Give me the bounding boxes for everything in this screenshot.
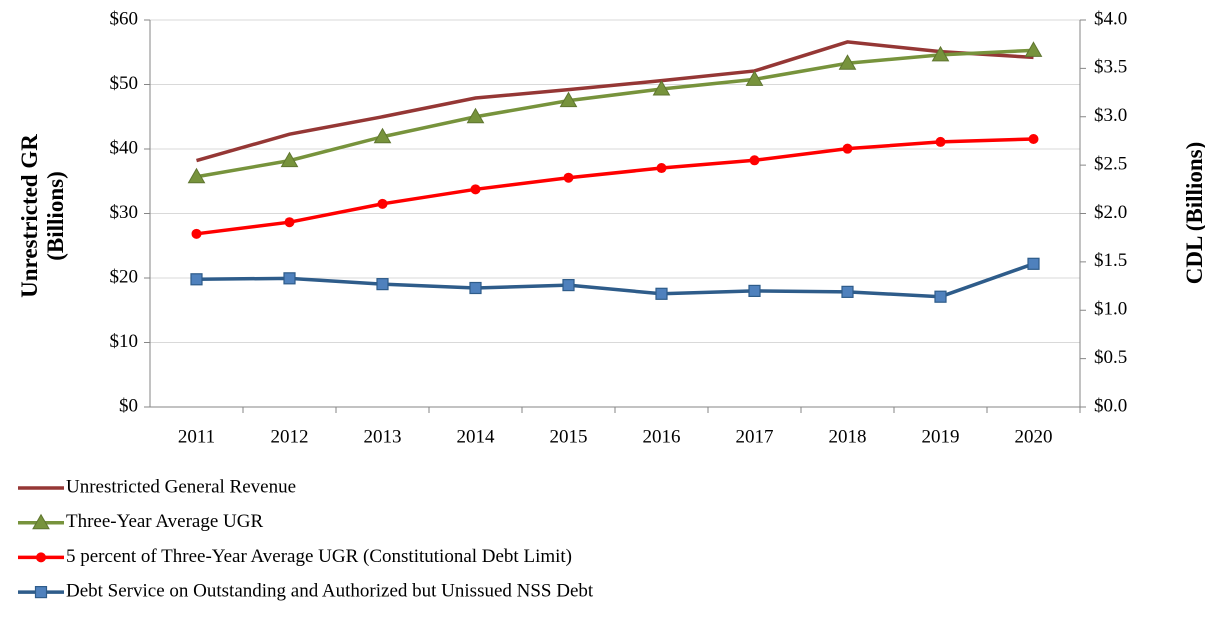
data-point [749,155,760,166]
legend-label: Three-Year Average UGR [66,511,263,532]
y2-tick-label: $0.5 [1094,347,1127,368]
data-point [470,184,481,195]
y2-tick-label: $1.5 [1094,250,1127,271]
y-tick-label: $20 [110,266,139,287]
x-tick-label: 2011 [178,426,215,447]
x-tick-label: 2019 [922,426,960,447]
y-tick-label: $50 [110,73,139,94]
series-line [196,262,1035,299]
data-point [280,151,299,168]
data-point [838,54,857,70]
y2-tick-label: $2.5 [1094,153,1127,174]
data-point [842,143,853,154]
data-point [466,107,485,124]
data-point [376,278,389,291]
data-point [655,287,668,300]
y2-tick-label: $0.0 [1094,395,1127,416]
y-tick-label: $0 [119,395,138,416]
data-point [841,285,854,298]
data-point [187,167,206,184]
y2-tick-label: $4.0 [1094,8,1127,29]
y-tick-label: $60 [110,8,139,29]
legend-marker [34,585,48,599]
data-point [745,70,764,86]
data-point [562,278,575,292]
data-point [373,127,392,144]
series-line [196,137,1034,236]
x-tick-label: 2020 [1015,426,1053,447]
legend-marker [32,513,50,530]
y2-tick-label: $3.0 [1094,105,1127,126]
data-point [931,45,950,62]
data-point [191,228,202,239]
y2-axis-title: CDL (Billions) [1182,141,1205,285]
x-tick-label: 2014 [457,426,496,447]
x-tick-label: 2015 [550,426,588,447]
data-point [656,163,667,174]
data-point [748,284,761,297]
x-tick-label: 2017 [736,426,774,447]
legend-label: 5 percent of Three-Year Average UGR (Con… [66,546,572,567]
y-axis-title: Unrestricted GR (Billions) [17,134,68,298]
data-point [563,172,574,183]
y2-tick-label: $1.0 [1094,299,1127,320]
y-tick-label: $40 [110,137,139,158]
y-tick-label: $30 [110,202,139,223]
data-point [377,198,388,209]
data-point [1024,41,1043,57]
data-point [1028,134,1039,145]
series-line [196,48,1034,179]
x-tick-label: 2013 [364,426,402,447]
data-point [283,272,296,285]
data-point [934,290,947,303]
x-tick-label: 2018 [829,426,867,447]
data-point [1027,257,1040,270]
legend-label: Unrestricted General Revenue [66,476,296,497]
data-point [652,80,671,96]
y-tick-label: $10 [110,331,139,352]
data-point [469,281,482,295]
data-point [284,217,295,228]
data-point [559,91,578,108]
legend-marker [36,552,46,563]
x-tick-label: 2012 [271,426,309,447]
y2-tick-label: $3.5 [1094,57,1127,78]
data-point [935,136,946,147]
y2-tick-label: $2.0 [1094,202,1127,223]
legend-label: Debt Service on Outstanding and Authoriz… [66,580,594,601]
series-line [196,40,1034,163]
x-tick-label: 2016 [643,426,681,447]
data-point [190,273,203,286]
